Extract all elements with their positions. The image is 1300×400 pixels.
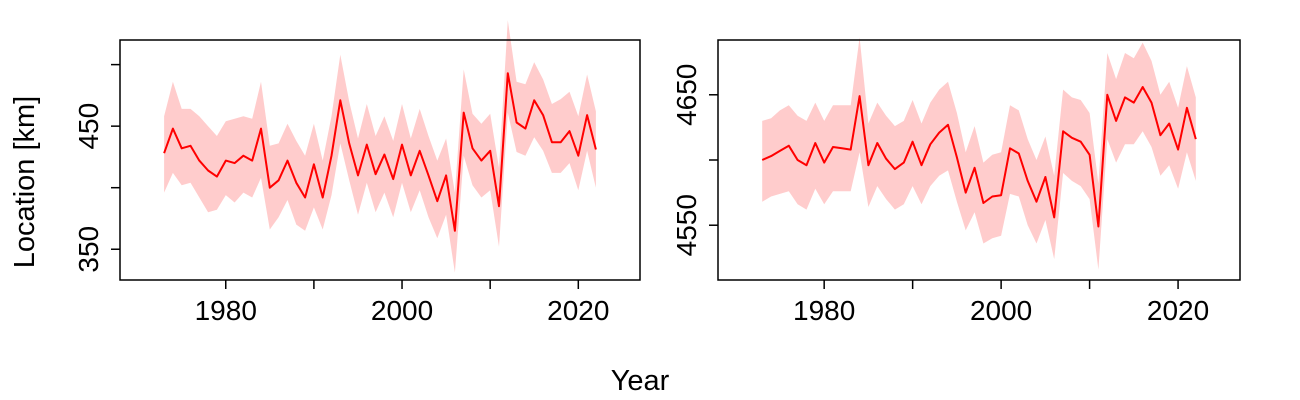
x-tick-label: 1980 — [793, 295, 855, 326]
y-tick-label: 4550 — [671, 194, 702, 256]
y-axis-title: Location [km] — [9, 96, 41, 268]
x-tick-label: 2020 — [1147, 295, 1209, 326]
chart-panel-right: 1980 2000 2020 4550 4650 — [671, 37, 1241, 326]
x-tick-label: 2020 — [547, 295, 609, 326]
plot-frame — [119, 39, 641, 281]
confidence-band — [762, 37, 1196, 270]
y-tick-label: 4650 — [671, 64, 702, 126]
series-line — [761, 86, 1197, 228]
y-tick-label: 450 — [73, 103, 104, 150]
x-axis-title: Year — [611, 365, 670, 397]
x-tick-label: 2000 — [371, 295, 433, 326]
y-tick-label: 350 — [73, 226, 104, 273]
x-tick-label: 2000 — [970, 295, 1032, 326]
series-line — [163, 72, 597, 232]
x-tick-label: 1980 — [195, 295, 257, 326]
confidence-band — [164, 20, 596, 273]
chart-panel-left: 1980 2000 2020 350 450 — [73, 20, 641, 326]
